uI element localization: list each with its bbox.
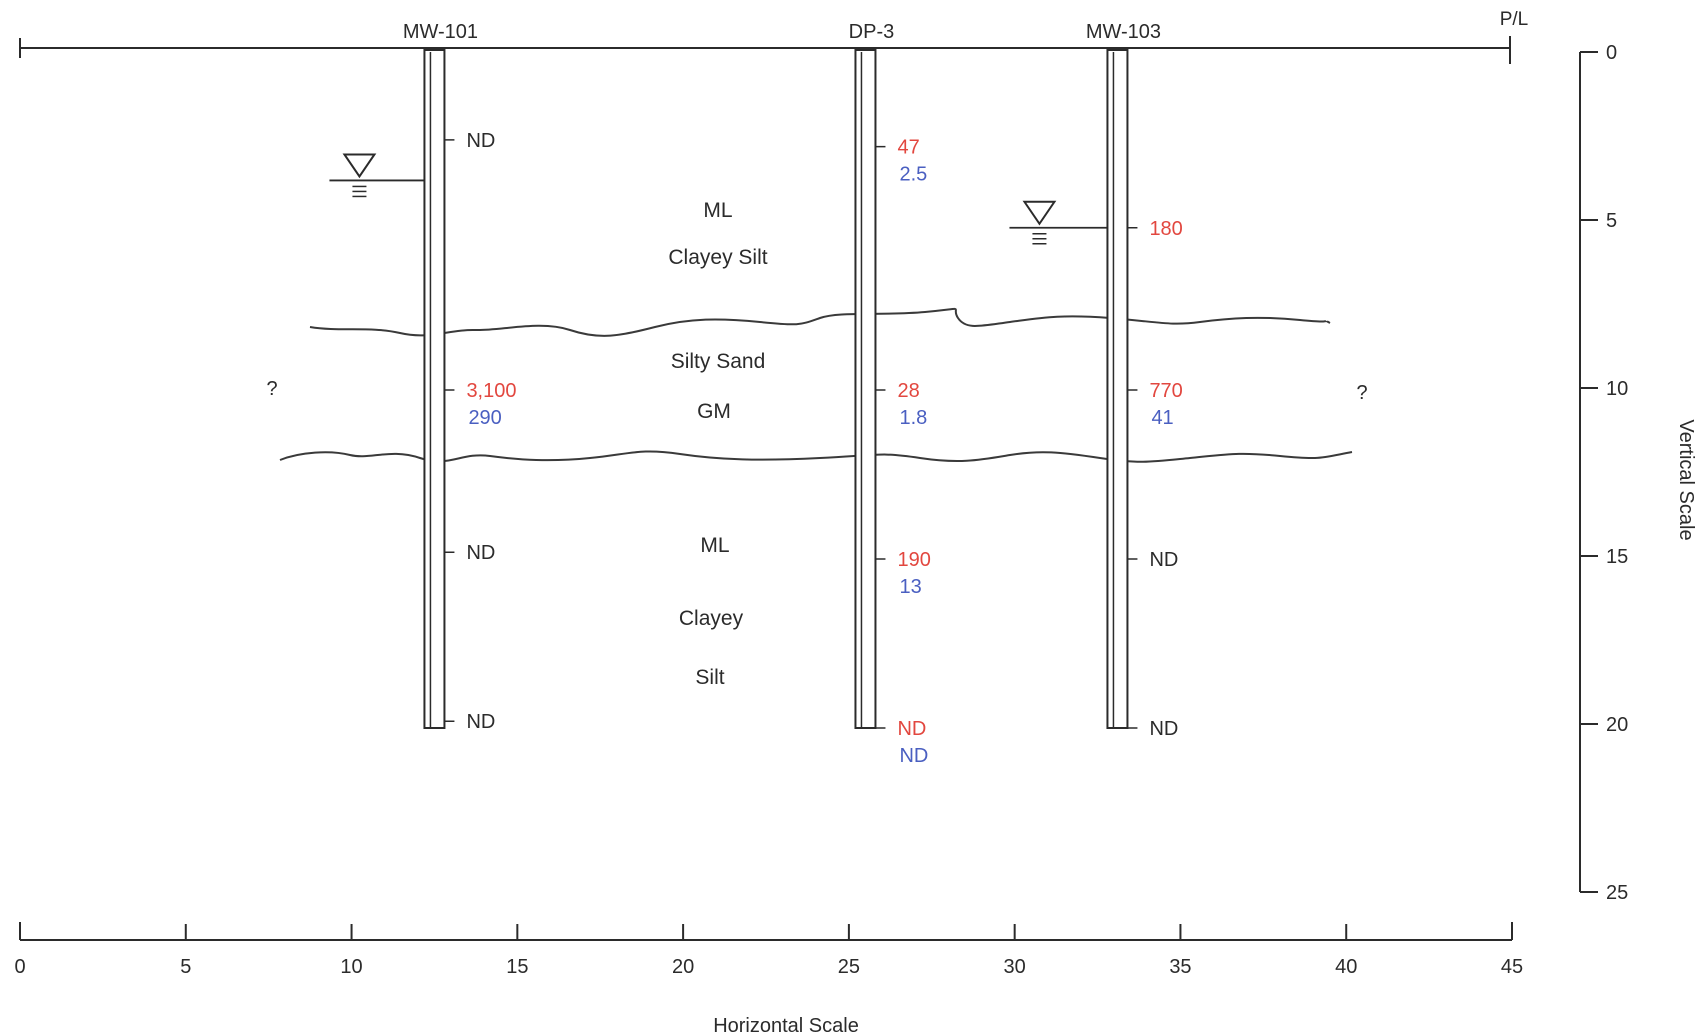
well-label: MW-101 [403, 21, 478, 43]
unknown-extent-right: ? [1356, 382, 1367, 404]
lower-layer-code: ML [700, 534, 729, 557]
well-casing [423, 49, 446, 729]
sample-value-secondary: 1.8 [899, 407, 927, 429]
sample-value-secondary: ND [899, 745, 928, 767]
horizontal-scale-tick-label: 25 [838, 956, 860, 978]
vertical-scale-title: Vertical Scale [1675, 419, 1697, 540]
vertical-scale-tick-label: 5 [1606, 210, 1617, 232]
horizontal-scale-tick-label: 10 [340, 956, 362, 978]
vertical-scale-tick-label: 25 [1606, 882, 1628, 904]
sample-value-secondary: 41 [1151, 407, 1173, 429]
horizontal-scale-tick-label: 0 [14, 956, 25, 978]
well-casing [854, 49, 877, 729]
horizontal-scale-tick-label: 15 [506, 956, 528, 978]
horizontal-scale-tick-label: 35 [1169, 956, 1191, 978]
vertical-scale-tick-label: 20 [1606, 714, 1628, 736]
well-label: DP-3 [849, 21, 895, 43]
unknown-extent-left: ? [266, 378, 277, 400]
sample-value-primary: 28 [897, 380, 919, 402]
water-table-icon [342, 153, 377, 179]
sample-value-primary: 770 [1149, 380, 1182, 402]
sample-value-secondary: 13 [899, 576, 921, 598]
lower-layer-name-line-2: Silt [695, 666, 724, 689]
middle-layer-name: Silty Sand [671, 350, 766, 373]
horizontal-scale-tick-label: 30 [1004, 956, 1026, 978]
sample-value-primary: ND [897, 718, 926, 740]
vertical-scale: 0 5 10 15 20 25 [1579, 42, 1628, 904]
sample-value-primary: 190 [897, 549, 930, 571]
sample-value-secondary: 2.5 [899, 164, 927, 186]
well-mw-101: MW-101 ND 3,100 290 ND ND [329, 21, 517, 733]
upper-layer-name: Clayey Silt [668, 246, 767, 269]
well-dp-3: DP-3 47 2.5 28 1.8 190 13 ND ND [849, 21, 931, 767]
sample-value-primary: 180 [1149, 218, 1182, 240]
horizontal-scale-tick-label: 5 [180, 956, 191, 978]
soil-labels: ML Clayey Silt Silty Sand GM ML Clayey S… [668, 199, 767, 689]
vertical-scale-tick-label: 15 [1606, 546, 1628, 568]
horizontal-scale: 0 5 10 15 20 25 30 35 40 45 [14, 922, 1523, 978]
horizontal-scale-tick-label: 20 [672, 956, 694, 978]
upper-layer-code: ML [703, 199, 732, 222]
upper-soil-contact [309, 307, 1331, 337]
vertical-scale-tick-label: 10 [1606, 378, 1628, 400]
sample-value-primary: ND [466, 130, 495, 152]
sample-value-secondary: 290 [468, 407, 501, 429]
wells-layer: MW-101 ND 3,100 290 ND ND DP-3 47 2.5 28 1.8 190 13 N… [329, 21, 1183, 767]
water-table-icon [1022, 200, 1057, 226]
horizontal-scale-title: Horizontal Scale [713, 1015, 859, 1035]
sample-value-primary: ND [1149, 718, 1178, 740]
horizontal-scale-tick-label: 40 [1335, 956, 1357, 978]
well-label: MW-103 [1086, 21, 1161, 43]
well-casing [1106, 49, 1129, 729]
lower-layer-name-line-1: Clayey [679, 607, 744, 630]
sample-value-primary: ND [1149, 549, 1178, 571]
sample-value-primary: 3,100 [466, 380, 516, 402]
property-line-label: P/L [1500, 9, 1529, 30]
sample-value-primary: ND [466, 542, 495, 564]
middle-layer-code: GM [697, 400, 731, 423]
well-mw-103: MW-103 180 770 41 ND ND [1009, 21, 1183, 740]
sample-value-primary: ND [466, 711, 495, 733]
horizontal-scale-tick-label: 45 [1501, 956, 1523, 978]
vertical-scale-tick-label: 0 [1606, 42, 1617, 64]
sample-value-primary: 47 [897, 137, 919, 159]
